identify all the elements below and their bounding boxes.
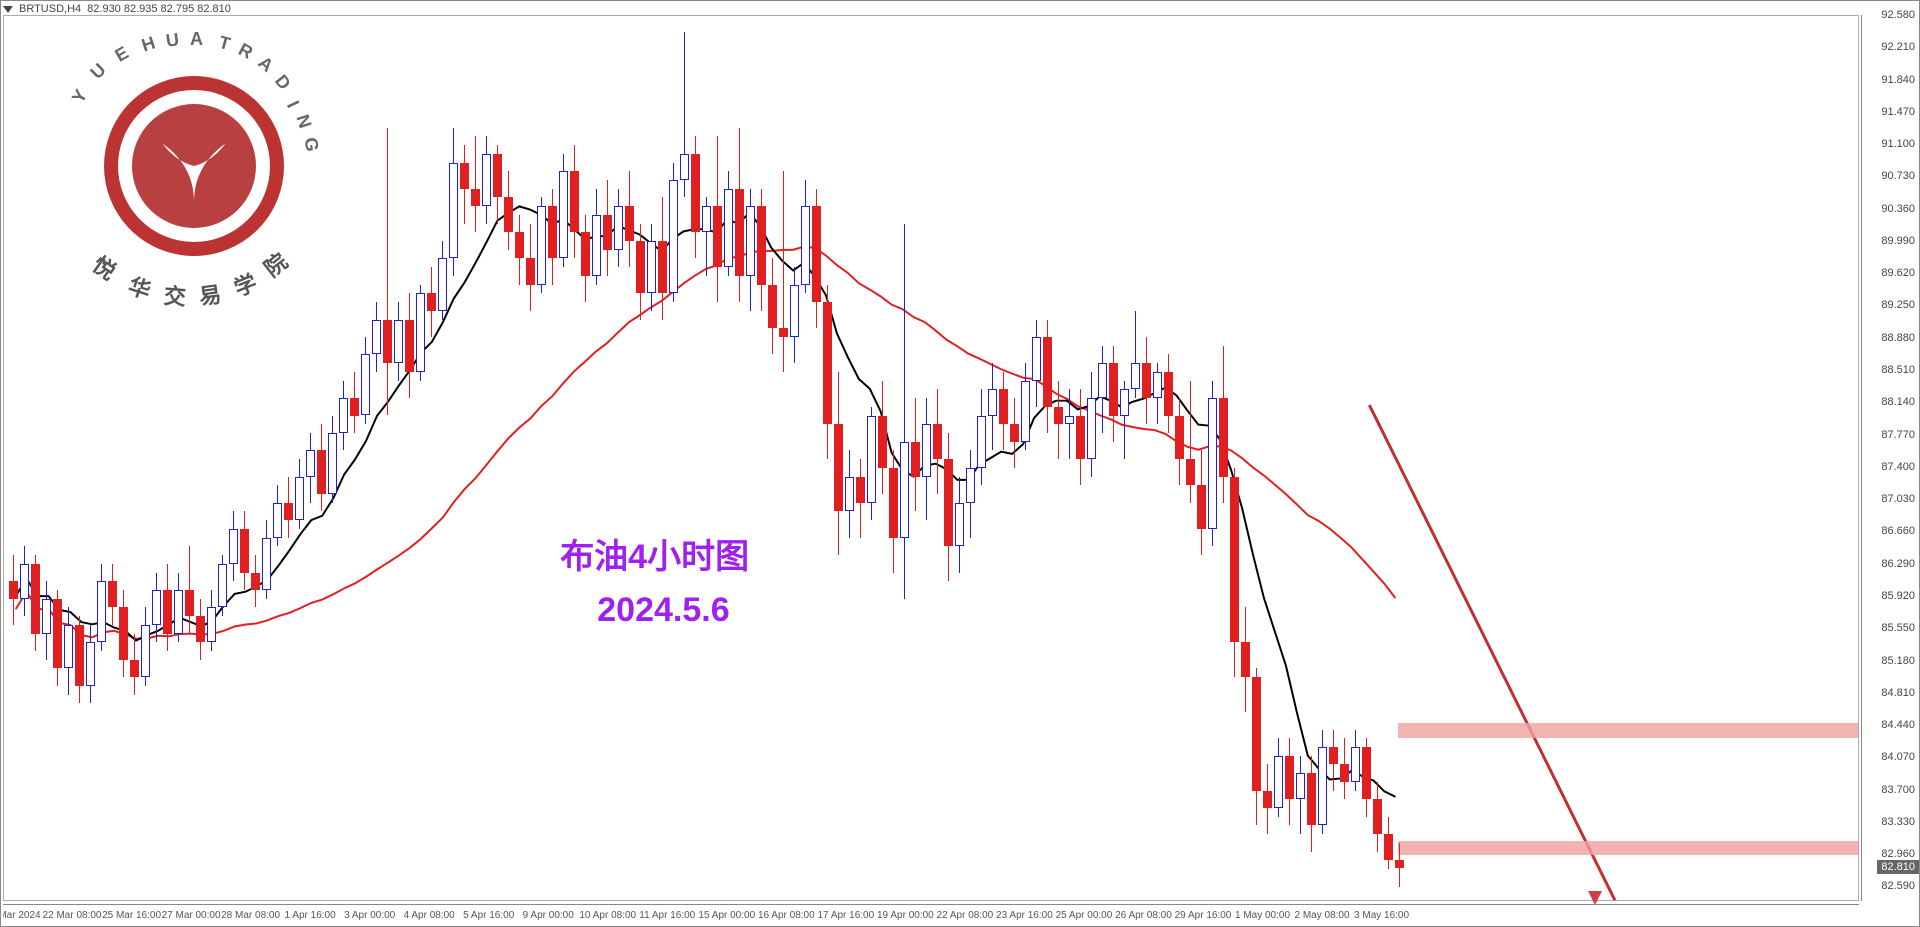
y-tick-label: 84.070 (1881, 751, 1915, 763)
y-tick-label: 89.990 (1881, 235, 1915, 247)
y-tick-label: 85.920 (1881, 590, 1915, 602)
y-tick-label: 90.360 (1881, 203, 1915, 215)
x-tick-label: 22 Apr 08:00 (937, 910, 994, 921)
y-tick-label: 88.140 (1881, 396, 1915, 408)
x-tick-label: 1 Apr 16:00 (285, 910, 336, 921)
x-tick-label: 15 Apr 00:00 (698, 910, 755, 921)
y-tick-label: 82.960 (1881, 848, 1915, 860)
y-tick-label: 91.840 (1881, 74, 1915, 86)
y-tick-label: 91.470 (1881, 106, 1915, 118)
x-tick-label: 25 Apr 00:00 (1056, 910, 1113, 921)
y-tick-label: 84.810 (1881, 687, 1915, 699)
x-tick-label: 5 Apr 16:00 (463, 910, 514, 921)
y-tick-label: 88.880 (1881, 332, 1915, 344)
x-tick-label: 22 Mar 08:00 (43, 910, 102, 921)
x-tick-label: 9 Apr 00:00 (523, 910, 574, 921)
x-tick-label: 16 Apr 08:00 (758, 910, 815, 921)
x-tick-label: 3 Apr 00:00 (344, 910, 395, 921)
y-tick-label: 90.730 (1881, 170, 1915, 182)
y-tick-label: 87.030 (1881, 493, 1915, 505)
annotation-title: 布油4小时图 (560, 529, 749, 578)
chart-plot-area[interactable]: 布油4小时图 2024.5.6 Y U E H U A T R A D I N … (3, 15, 1859, 901)
y-tick-label: 88.510 (1881, 364, 1915, 376)
chart-window: BRTUSD,H4 82.930 82.935 82.795 82.810 布油… (0, 0, 1920, 927)
y-tick-label: 84.440 (1881, 719, 1915, 731)
x-tick-label: 17 Apr 16:00 (817, 910, 874, 921)
y-tick-label: 86.660 (1881, 525, 1915, 537)
x-tick-label: 28 Mar 08:00 (221, 910, 280, 921)
resistance-zone (1398, 723, 1859, 739)
resistance-zone (1398, 841, 1859, 855)
ohlc-label: 82.930 82.935 82.795 82.810 (87, 3, 231, 15)
x-tick-label: 26 Apr 08:00 (1115, 910, 1172, 921)
dropdown-icon[interactable] (3, 6, 13, 13)
x-tick-label: 23 Apr 16:00 (996, 910, 1053, 921)
y-tick-label: 86.290 (1881, 558, 1915, 570)
y-tick-label: 83.330 (1881, 816, 1915, 828)
logo-text-bottom: 悦 华 交 易 学 院 (64, 36, 324, 296)
down-arrow-icon (1588, 891, 1602, 905)
symbol-label: BRTUSD,H4 (19, 3, 81, 15)
y-tick-label: 87.400 (1881, 461, 1915, 473)
y-tick-label: 85.180 (1881, 655, 1915, 667)
current-price-tag: 82.810 (1877, 860, 1919, 874)
annotation-date: 2024.5.6 (597, 591, 729, 630)
x-tick-label: 3 May 16:00 (1354, 910, 1409, 921)
y-tick-label: 83.700 (1881, 784, 1915, 796)
symbol-header: BRTUSD,H4 82.930 82.935 82.795 82.810 (3, 3, 231, 15)
y-tick-label: 91.100 (1881, 138, 1915, 150)
y-tick-label: 89.250 (1881, 299, 1915, 311)
x-tick-label: 21 Mar 2024 (3, 910, 41, 921)
watermark-logo: Y U E H U A T R A D I N G 悦 华 交 (64, 36, 324, 296)
x-axis: 21 Mar 202422 Mar 08:0025 Mar 16:0027 Ma… (3, 904, 1859, 924)
x-tick-label: 27 Mar 00:00 (162, 910, 221, 921)
y-tick-label: 85.550 (1881, 622, 1915, 634)
x-tick-label: 2 May 08:00 (1295, 910, 1350, 921)
x-tick-label: 29 Apr 16:00 (1175, 910, 1232, 921)
y-tick-label: 82.590 (1881, 880, 1915, 892)
x-tick-label: 1 May 00:00 (1235, 910, 1290, 921)
y-tick-label: 92.580 (1881, 9, 1915, 21)
y-tick-label: 92.210 (1881, 41, 1915, 53)
x-tick-label: 11 Apr 16:00 (639, 910, 695, 921)
y-tick-label: 87.770 (1881, 429, 1915, 441)
x-tick-label: 25 Mar 16:00 (102, 910, 161, 921)
x-tick-label: 10 Apr 08:00 (579, 910, 636, 921)
y-tick-label: 89.620 (1881, 267, 1915, 279)
x-tick-label: 4 Apr 08:00 (404, 910, 455, 921)
y-axis: 92.58092.21091.84091.47091.10090.73090.3… (1861, 15, 1919, 901)
x-tick-label: 19 Apr 00:00 (877, 910, 934, 921)
